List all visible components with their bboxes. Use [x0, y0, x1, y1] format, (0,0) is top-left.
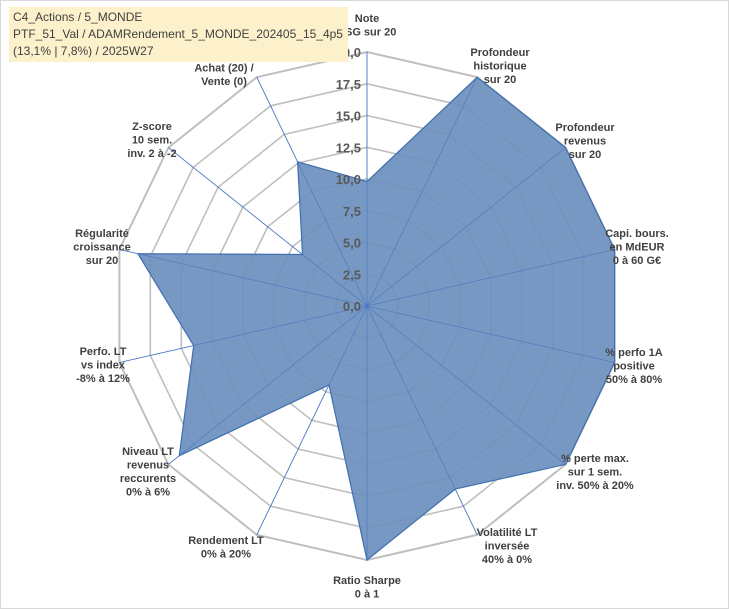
axis-label: Volatilité LT inversée 40% à 0% [477, 527, 538, 566]
axis-label: Profondeur historique sur 20 [470, 47, 530, 86]
axis-spoke-overlay [119, 249, 368, 307]
axis-label-line: -8% à 12% [76, 373, 130, 385]
axis-spoke-overlay [366, 249, 615, 307]
tick-label: 17,5 [336, 77, 361, 92]
tick-label: 12,5 [336, 140, 361, 155]
axis-label-line: Profondeur [555, 122, 615, 134]
axis-label: Profondeur revenus sur 20 [555, 122, 615, 161]
axis-label-line: 10 sem. [132, 135, 172, 147]
axis-spoke-overlay [256, 305, 368, 535]
tick-label: 2,5 [343, 267, 361, 282]
axis-label-line: sur 20 [86, 255, 118, 267]
axis-label-line: 0% à 6% [126, 487, 170, 499]
axis-spoke-overlay [366, 305, 615, 363]
header-line-2: PTF_51_Val / ADAMRendement_5_MONDE_20240… [13, 27, 343, 41]
tick-label: 10,0 [336, 172, 361, 187]
axis-label-line: croissance [73, 242, 130, 254]
axis-label-line: sur 1 sem. [568, 467, 622, 479]
axis-label-line: 0% à 20% [201, 549, 251, 561]
axis-label-line: 50% à 80% [606, 374, 662, 386]
axis-label-line: Vente (0) [201, 76, 247, 88]
axis-label-line: 40% à 0% [482, 554, 532, 566]
axis-label-line: Rendement LT [188, 535, 264, 547]
header-line-1: C4_Actions / 5_MONDE [13, 10, 143, 24]
axis-spoke-overlay [366, 305, 566, 465]
axis-label: Régularité croissance sur 20 [73, 228, 130, 267]
axis-label: Z-score 10 sem. inv. 2 à -2 [127, 121, 176, 160]
axis-label-line: reccurents [120, 473, 176, 485]
axis-label-line: en MdEUR [610, 242, 665, 254]
axis-label-line: positive [613, 361, 655, 373]
axis-label-line: Volatilité LT [477, 527, 538, 539]
axis-label-line: inv. 2 à -2 [127, 148, 176, 160]
header-line-3: (13,1% | 7,8%) / 2025W27 [13, 44, 154, 58]
axis-label: % perfo 1A positive 50% à 80% [605, 347, 663, 386]
axis-spoke-overlay [256, 77, 368, 307]
axis-label-line: Profondeur [470, 47, 530, 59]
axis-label-line: sur 20 [569, 149, 601, 161]
axis-label-line: % perfo 1A [605, 347, 663, 359]
axis-label-line: Ratio Sharpe [333, 575, 401, 587]
axis-label-line: sur 20 [484, 74, 516, 86]
tick-label: 5,0 [343, 236, 361, 251]
axis-label-line: Z-score [132, 121, 172, 133]
radar-series [119, 52, 616, 562]
axis-label-line: ESG sur 20 [338, 27, 397, 39]
axis-label-line: % perte max. [561, 453, 629, 465]
portfolio-header: C4_Actions / 5_MONDE PTF_51_Val / ADAMRe… [9, 7, 348, 62]
axis-spoke-overlay [366, 77, 478, 307]
axis-label-line: inversée [485, 541, 530, 553]
axis-label: Capi. bours. en MdEUR 0 à 60 G€ [605, 228, 669, 267]
axis-spoke-overlay [168, 305, 368, 465]
axis-label: Niveau LT revenus reccurents 0% à 6% [120, 446, 176, 499]
axis-spoke-overlay [168, 147, 368, 307]
axis-label: Note ESG sur 20 [338, 13, 397, 39]
axis-spoke-overlay [119, 305, 368, 363]
axis-label-line: 0 à 1 [355, 589, 379, 601]
tick-label: 0,0 [343, 299, 361, 314]
axis-label-line: Niveau LT [122, 446, 174, 458]
axis-label-line: 0 à 60 G€ [613, 255, 661, 267]
axis-label-line: Achat (20) / [194, 63, 253, 75]
axis-label-line: revenus [127, 460, 169, 472]
axis-label: Perfo. LT vs index -8% à 12% [76, 346, 130, 385]
tick-label: 15,0 [336, 109, 361, 124]
axis-label-line: Capi. bours. [605, 228, 669, 240]
axis-label-line: Régularité [75, 228, 129, 240]
axis-spoke-overlay [366, 305, 478, 535]
axis-label-line: vs index [81, 360, 126, 372]
axis-label-line: revenus [564, 136, 606, 148]
axis-label-line: Perfo. LT [80, 346, 127, 358]
axis-label-line: Note [355, 13, 379, 25]
axis-label-line: historique [473, 61, 526, 73]
axis-spoke-overlay [366, 147, 566, 307]
axis-label: Ratio Sharpe 0 à 1 [333, 575, 401, 601]
tick-label: 7,5 [343, 204, 361, 219]
axis-label: % perte max. sur 1 sem. inv. 50% à 20% [556, 453, 634, 492]
axis-label: Rendement LT 0% à 20% [188, 535, 264, 561]
axis-label-line: inv. 50% à 20% [556, 480, 634, 492]
